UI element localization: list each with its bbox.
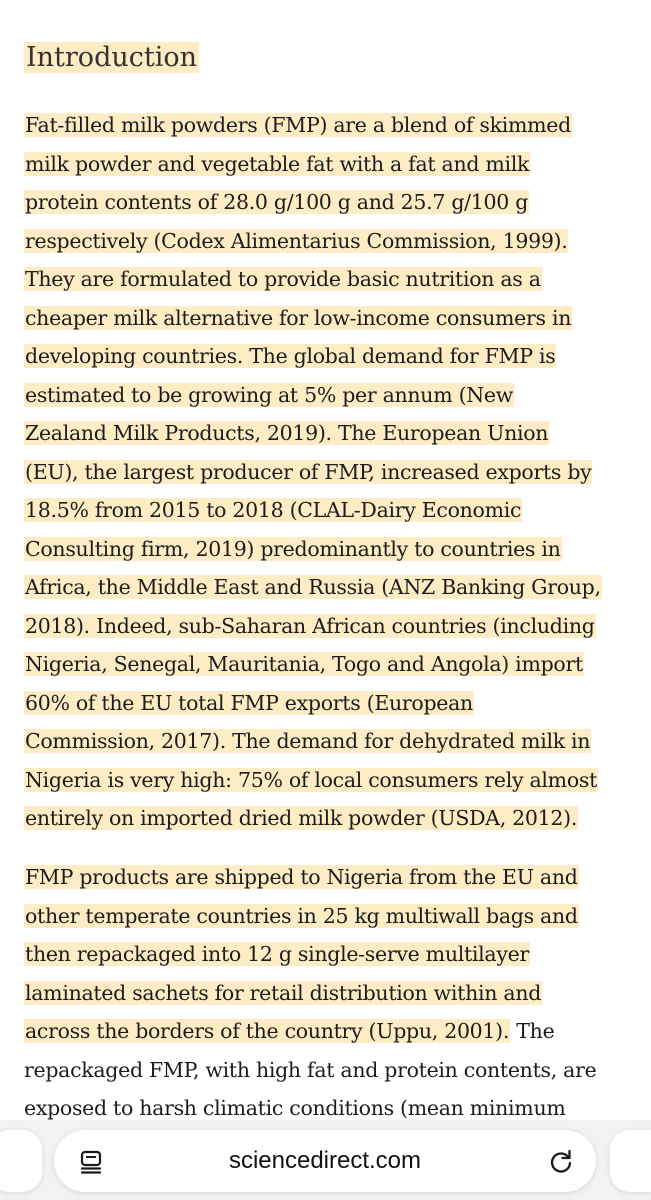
paragraph-line: Fat-filled milk powders (FMP) are a blen… (24, 113, 572, 137)
paragraph-line: other temperate countries in 25 kg multi… (24, 903, 579, 928)
reader-view-icon[interactable] (78, 1149, 104, 1175)
paragraph-line: 60% of the EU total FMP exports (Europea… (24, 690, 474, 715)
paragraph-line: Africa, the Middle East and Russia (ANZ … (24, 575, 602, 599)
paragraph-line: laminated sachets for retail distributio… (24, 980, 543, 1005)
paragraph-line: Consulting firm, 2019) predominantly to … (24, 536, 562, 561)
url-text[interactable]: sciencedirect.com (228, 1147, 422, 1174)
paragraph-line: respectively (Codex Alimentarius Commiss… (24, 228, 569, 253)
paragraph-line: Zealand Milk Products, 2019). The Europe… (24, 421, 550, 445)
next-tab-pill[interactable] (610, 1130, 651, 1192)
paragraph-line: Nigeria is very high: 75% of local consu… (24, 767, 599, 792)
paragraph-line: milk powder and vegetable fat with a fat… (24, 151, 531, 176)
paragraph-line: cheaper milk alternative for low-income … (24, 305, 573, 330)
paragraph-line: 2018). Indeed, sub-Saharan African count… (24, 613, 596, 638)
paragraph-line: entirely on imported dried milk powder (… (24, 806, 579, 830)
browser-toolbar: sciencedirect.com (0, 1120, 651, 1200)
paragraph-line: repackaged FMP, with high fat and protei… (24, 1057, 597, 1082)
paragraph-1: Fat-filled milk powders (FMP) are a blen… (24, 106, 644, 838)
paragraph-line: estimated to be growing at 5% per annum … (24, 382, 514, 407)
paragraph-line: Commission, 2017). The demand for dehydr… (24, 729, 592, 753)
paragraph-line: 18.5% from 2015 to 2018 (CLAL-Dairy Econ… (24, 498, 523, 522)
paragraph-line: exposed to harsh climatic conditions (me… (24, 1096, 566, 1120)
article-content: Introduction Fat-filled milk powders (FM… (24, 36, 644, 1128)
paragraph-line: FMP products are shipped to Nigeria from… (24, 865, 579, 889)
paragraph-line: They are formulated to provide basic nut… (24, 267, 542, 291)
paragraph-line: then repackaged into 12 g single-serve m… (24, 942, 530, 966)
section-title: Introduction (24, 36, 199, 80)
reload-icon[interactable] (548, 1148, 574, 1174)
paragraph-line: developing countries. The global demand … (24, 344, 557, 368)
paragraph-line: Nigeria, Senegal, Mauritania, Togo and A… (24, 652, 584, 676)
paragraph-2: FMP products are shipped to Nigeria from… (24, 858, 644, 1128)
address-bar[interactable]: sciencedirect.com (54, 1130, 596, 1192)
paragraph-line: protein contents of 28.0 g/100 g and 25.… (24, 190, 530, 214)
section-title-text: Introduction (24, 42, 199, 73)
paragraph-line: across the borders of the country (Uppu,… (24, 1019, 555, 1043)
previous-tab-pill[interactable] (0, 1130, 42, 1192)
paragraph-line: (EU), the largest producer of FMP, incre… (24, 459, 593, 484)
